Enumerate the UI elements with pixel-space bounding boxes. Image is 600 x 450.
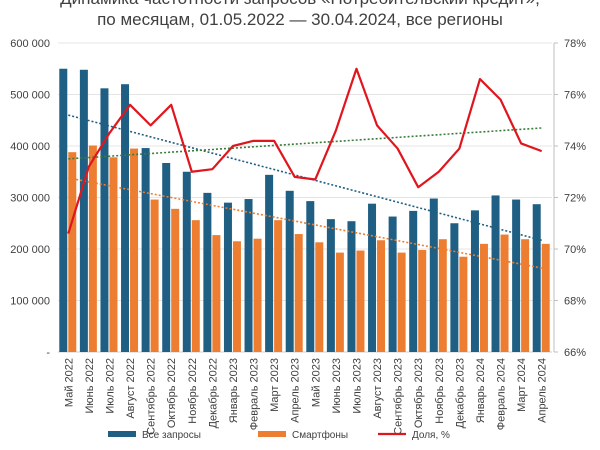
bar-all [450, 223, 459, 352]
legend-swatch [108, 431, 136, 437]
y-left-tick-label: 300 000 [10, 193, 50, 205]
bar-all [121, 84, 130, 352]
bar-smartphones [315, 242, 324, 352]
x-tick-label: Март 2023 [269, 358, 281, 412]
x-tick-label: Май 2023 [310, 358, 322, 407]
bar-all [470, 210, 479, 352]
bar-all [265, 174, 274, 352]
bar-smartphones [459, 256, 468, 352]
y-right-tick-label: 78% [564, 38, 586, 50]
y-left-tick-label: - [46, 347, 50, 359]
x-tick-label: Ноябрь 2022 [187, 358, 199, 424]
line-share [67, 67, 543, 234]
bar-smartphones [212, 235, 221, 352]
chart-title-line-1: Динамика частотности запросов «Потребите… [0, 0, 600, 9]
x-tick-label: Март 2024 [516, 358, 528, 412]
x-tick-label: Январь 2023 [228, 358, 240, 423]
bar-all [182, 171, 191, 352]
x-tick-label: Август 2022 [125, 358, 137, 419]
legend-label: Смартфоны [292, 429, 348, 441]
bar-smartphones [109, 157, 118, 352]
bar-all [368, 203, 377, 352]
x-tick-label: Апрель 2024 [537, 358, 549, 423]
bar-smartphones [500, 234, 509, 352]
bar-smartphones [232, 241, 241, 352]
x-tick-label: Октябрь 2023 [413, 358, 425, 428]
x-tick-label: Ноябрь 2023 [434, 358, 446, 424]
y-left-tick-label: 100 000 [10, 296, 50, 308]
y-left-tick-label: 400 000 [10, 141, 50, 153]
x-tick-label: Август 2023 [372, 358, 384, 419]
bar-smartphones [438, 239, 447, 352]
bar-all [429, 198, 438, 352]
x-tick-label: Июнь 2023 [331, 358, 343, 414]
x-tick-label: Декабрь 2022 [207, 358, 219, 428]
y-left-tick-label: 500 000 [10, 90, 50, 102]
chart-title-line-2: по месяцам, 01.05.2022 — 30.04.2024, все… [97, 10, 503, 29]
bar-smartphones [356, 250, 365, 352]
bar-smartphones [68, 152, 77, 352]
bar-all [388, 216, 397, 352]
bar-all [244, 199, 253, 352]
bar-smartphones [521, 239, 530, 352]
bar-smartphones [541, 243, 550, 352]
bar-all [491, 195, 500, 352]
y-left-tick-label: 200 000 [10, 244, 50, 256]
x-tick-label: Июль 2022 [104, 358, 116, 414]
y-right-tick-label: 66% [564, 347, 586, 359]
bar-smartphones [253, 238, 262, 352]
x-tick-label: Июль 2023 [351, 358, 363, 414]
bar-smartphones [88, 145, 97, 352]
bar-all [223, 202, 232, 352]
y-left-tick-label: 600 000 [10, 38, 50, 50]
bar-all [203, 192, 212, 352]
x-tick-label: Февраль 2024 [496, 358, 508, 430]
bar-smartphones [418, 250, 427, 352]
x-tick-label: Декабрь 2023 [454, 358, 466, 428]
bar-all [326, 219, 335, 352]
trendline-1 [68, 177, 542, 269]
trendline-2 [68, 127, 542, 160]
x-tick-label: Сентябрь 2022 [146, 358, 158, 435]
bar-all [347, 221, 356, 352]
x-tick-label: Апрель 2023 [290, 358, 302, 423]
y-right-tick-label: 70% [564, 244, 586, 256]
bar-smartphones [377, 240, 386, 352]
bar-all [59, 68, 68, 352]
x-tick-label: Январь 2024 [475, 358, 487, 423]
bar-smartphones [479, 243, 488, 352]
y-right-tick-label: 72% [564, 193, 586, 205]
bar-smartphones [130, 148, 139, 352]
x-tick-label: Сентябрь 2023 [393, 358, 405, 435]
bar-all [285, 190, 294, 352]
y-right-tick-label: 68% [564, 296, 586, 308]
bar-all [532, 204, 541, 352]
y-right-tick-label: 76% [564, 90, 586, 102]
bar-smartphones [335, 252, 344, 352]
bar-smartphones [150, 199, 159, 352]
x-tick-label: Октябрь 2022 [166, 358, 178, 428]
y-right-tick-label: 74% [564, 141, 586, 153]
bar-all [162, 162, 171, 352]
legend-label: Все запросы [142, 430, 201, 441]
bar-smartphones [191, 220, 200, 352]
bar-all [141, 148, 150, 352]
bar-all [409, 210, 418, 352]
bar-all [306, 201, 315, 352]
legend-label: Доля, % [412, 430, 450, 441]
legend-swatch [258, 431, 286, 437]
x-tick-label: Февраль 2023 [249, 358, 261, 430]
x-tick-label: Июнь 2022 [84, 358, 96, 414]
bar-all [512, 199, 521, 352]
bar-smartphones [171, 208, 180, 352]
bar-smartphones [294, 234, 303, 352]
bar-smartphones [274, 220, 283, 352]
x-tick-label: Май 2022 [63, 358, 75, 407]
bar-all [79, 69, 88, 352]
bar-smartphones [397, 252, 406, 352]
bar-all [100, 88, 109, 352]
